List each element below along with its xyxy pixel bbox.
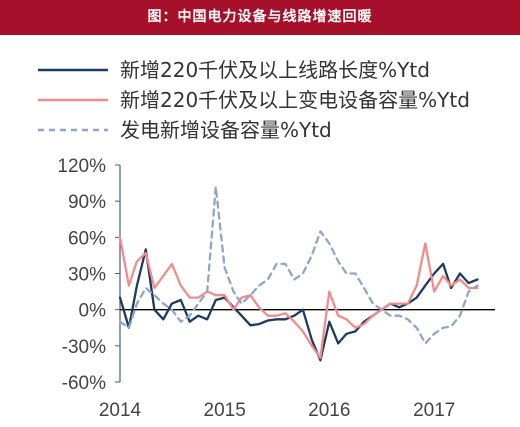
series-line-1 — [118, 248, 479, 362]
series-line-2 — [118, 236, 479, 360]
y-tick-label: 120% — [57, 156, 106, 177]
x-tick-label: 2017 — [413, 400, 455, 421]
y-tick-label: 90% — [68, 192, 106, 213]
legend-label: 新增220千伏及以上变电设备容量%Ytd — [120, 88, 470, 112]
x-tick-label: 2014 — [99, 400, 142, 421]
x-tick-label: 2016 — [308, 400, 350, 421]
x-tick-label: 2015 — [204, 400, 246, 421]
y-tick-label: 0% — [79, 301, 107, 322]
y-tick-label: -60% — [62, 373, 106, 394]
y-tick-label: 30% — [68, 265, 106, 286]
chart-header-bar: 图：中国电力设备与线路增速回暖 — [0, 0, 520, 35]
series-line-3 — [118, 185, 479, 345]
y-tick-label: -30% — [62, 337, 106, 358]
legend-label: 发电新增设备容量%Ytd — [120, 118, 332, 142]
legend-label: 新增220千伏及以上线路长度%Ytd — [120, 58, 430, 82]
y-tick-label: 60% — [68, 228, 106, 249]
chart-header-title: 图：中国电力设备与线路增速回暖 — [147, 9, 373, 25]
